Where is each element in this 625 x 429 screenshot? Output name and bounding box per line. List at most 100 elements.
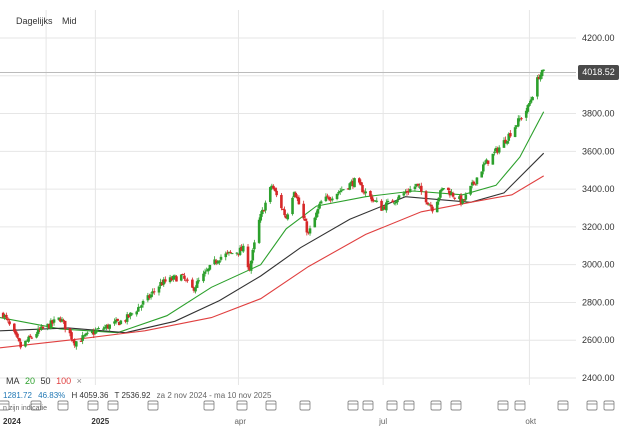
candle-body <box>170 277 173 281</box>
calendar-event-icon[interactable] <box>147 400 159 411</box>
candle-body <box>505 141 509 144</box>
candle-body <box>515 125 518 127</box>
ma-20-line <box>0 111 545 334</box>
candle-body <box>429 204 433 207</box>
candle-body <box>524 110 528 118</box>
candle-body <box>208 265 212 270</box>
calendar-event-icon[interactable] <box>586 400 598 411</box>
candle-body <box>392 202 396 204</box>
ma-50-toggle[interactable]: 50 <box>40 376 51 386</box>
candle-body <box>420 185 423 192</box>
calendar-event-icon[interactable] <box>603 400 615 411</box>
calendar-event-icon[interactable] <box>362 400 374 411</box>
candle-body <box>540 70 544 77</box>
candle-body <box>127 314 131 318</box>
candle-body <box>246 246 250 268</box>
candle-body <box>124 320 127 322</box>
stat-change: 1281.72 <box>3 391 32 400</box>
calendar-event-icon[interactable] <box>557 400 569 411</box>
candle-body <box>146 295 150 301</box>
candle-body <box>435 201 439 213</box>
calendar-event-icon[interactable] <box>430 400 442 411</box>
candle-body <box>342 189 345 191</box>
calendar-event-icon[interactable] <box>203 400 215 411</box>
calendar-event-icon[interactable] <box>30 400 42 411</box>
candle-body <box>97 328 100 330</box>
candle-body <box>497 147 501 153</box>
candle-body <box>459 195 463 204</box>
calendar-event-icon[interactable] <box>347 400 359 411</box>
calendar-event-icon[interactable] <box>299 400 311 411</box>
candle-body <box>191 279 194 288</box>
calendar-event-icon[interactable] <box>0 400 10 411</box>
candle-body <box>160 282 164 286</box>
candle-body <box>458 196 461 200</box>
candle-body <box>79 340 83 342</box>
calendar-event-icon[interactable] <box>87 400 99 411</box>
candle-body <box>462 199 466 201</box>
candle-body <box>391 200 394 203</box>
calendar-event-icon[interactable] <box>107 400 119 411</box>
candle-body <box>424 191 428 203</box>
candle-body <box>235 252 239 254</box>
candle-body <box>518 118 522 120</box>
candle-body <box>125 314 129 322</box>
candle-body <box>383 206 387 210</box>
candle-body <box>319 201 323 204</box>
candle-body <box>264 202 267 211</box>
candle-body <box>82 335 86 337</box>
candle-body <box>297 197 301 205</box>
calendar-event-icon[interactable] <box>265 400 277 411</box>
x-tick-label: apr <box>234 417 246 426</box>
candle-body <box>248 266 251 271</box>
candle-body <box>346 188 350 190</box>
candle-body <box>229 251 232 253</box>
calendar-event-icon[interactable] <box>236 400 248 411</box>
candle-body <box>513 127 517 137</box>
candle-body <box>486 160 490 164</box>
moving-average-lines <box>0 111 545 349</box>
candle-body <box>416 183 420 186</box>
candle-body <box>59 318 62 322</box>
candle-body <box>202 273 205 282</box>
candle-body <box>372 200 375 202</box>
candle-body <box>364 191 367 194</box>
calendar-event-icon[interactable] <box>403 400 415 411</box>
candle-body <box>213 259 216 265</box>
y-axis-labels: 4200.004000.003800.003600.003400.003200.… <box>582 33 615 383</box>
candle-body <box>475 177 479 185</box>
candle-body <box>179 274 183 281</box>
candle-body <box>164 279 167 282</box>
candle-body <box>359 182 363 186</box>
candle-body <box>370 196 374 202</box>
event-markers[interactable] <box>0 400 615 411</box>
ma-20-toggle[interactable]: 20 <box>25 376 36 386</box>
candle-body <box>168 277 172 283</box>
calendar-event-icon[interactable] <box>386 400 398 411</box>
candle-body <box>418 186 422 188</box>
candle-body <box>362 192 366 194</box>
candle-body <box>35 333 38 338</box>
interval-selector[interactable]: Dagelijks <box>16 16 53 26</box>
price-type-selector[interactable]: Mid <box>62 16 77 26</box>
candle-body <box>427 204 431 206</box>
candle-body <box>28 335 32 338</box>
ma-100-toggle[interactable]: 100 <box>56 376 72 386</box>
calendar-event-icon[interactable] <box>450 400 462 411</box>
ma-close-icon[interactable]: × <box>76 376 82 386</box>
candle-body <box>496 148 499 153</box>
candle-body <box>105 325 108 329</box>
calendar-event-icon[interactable] <box>514 400 526 411</box>
candle-body <box>257 219 261 243</box>
y-tick-label: 3400.00 <box>582 184 615 194</box>
calendar-event-icon[interactable] <box>497 400 509 411</box>
candle-body <box>485 159 488 164</box>
calendar-event-icon[interactable] <box>57 400 69 411</box>
candle-body <box>529 99 533 103</box>
candle-body <box>40 326 43 330</box>
candle-body <box>138 306 142 308</box>
candle-body <box>472 181 476 184</box>
calendar-icon-body <box>57 400 69 411</box>
candle-body <box>426 202 429 205</box>
